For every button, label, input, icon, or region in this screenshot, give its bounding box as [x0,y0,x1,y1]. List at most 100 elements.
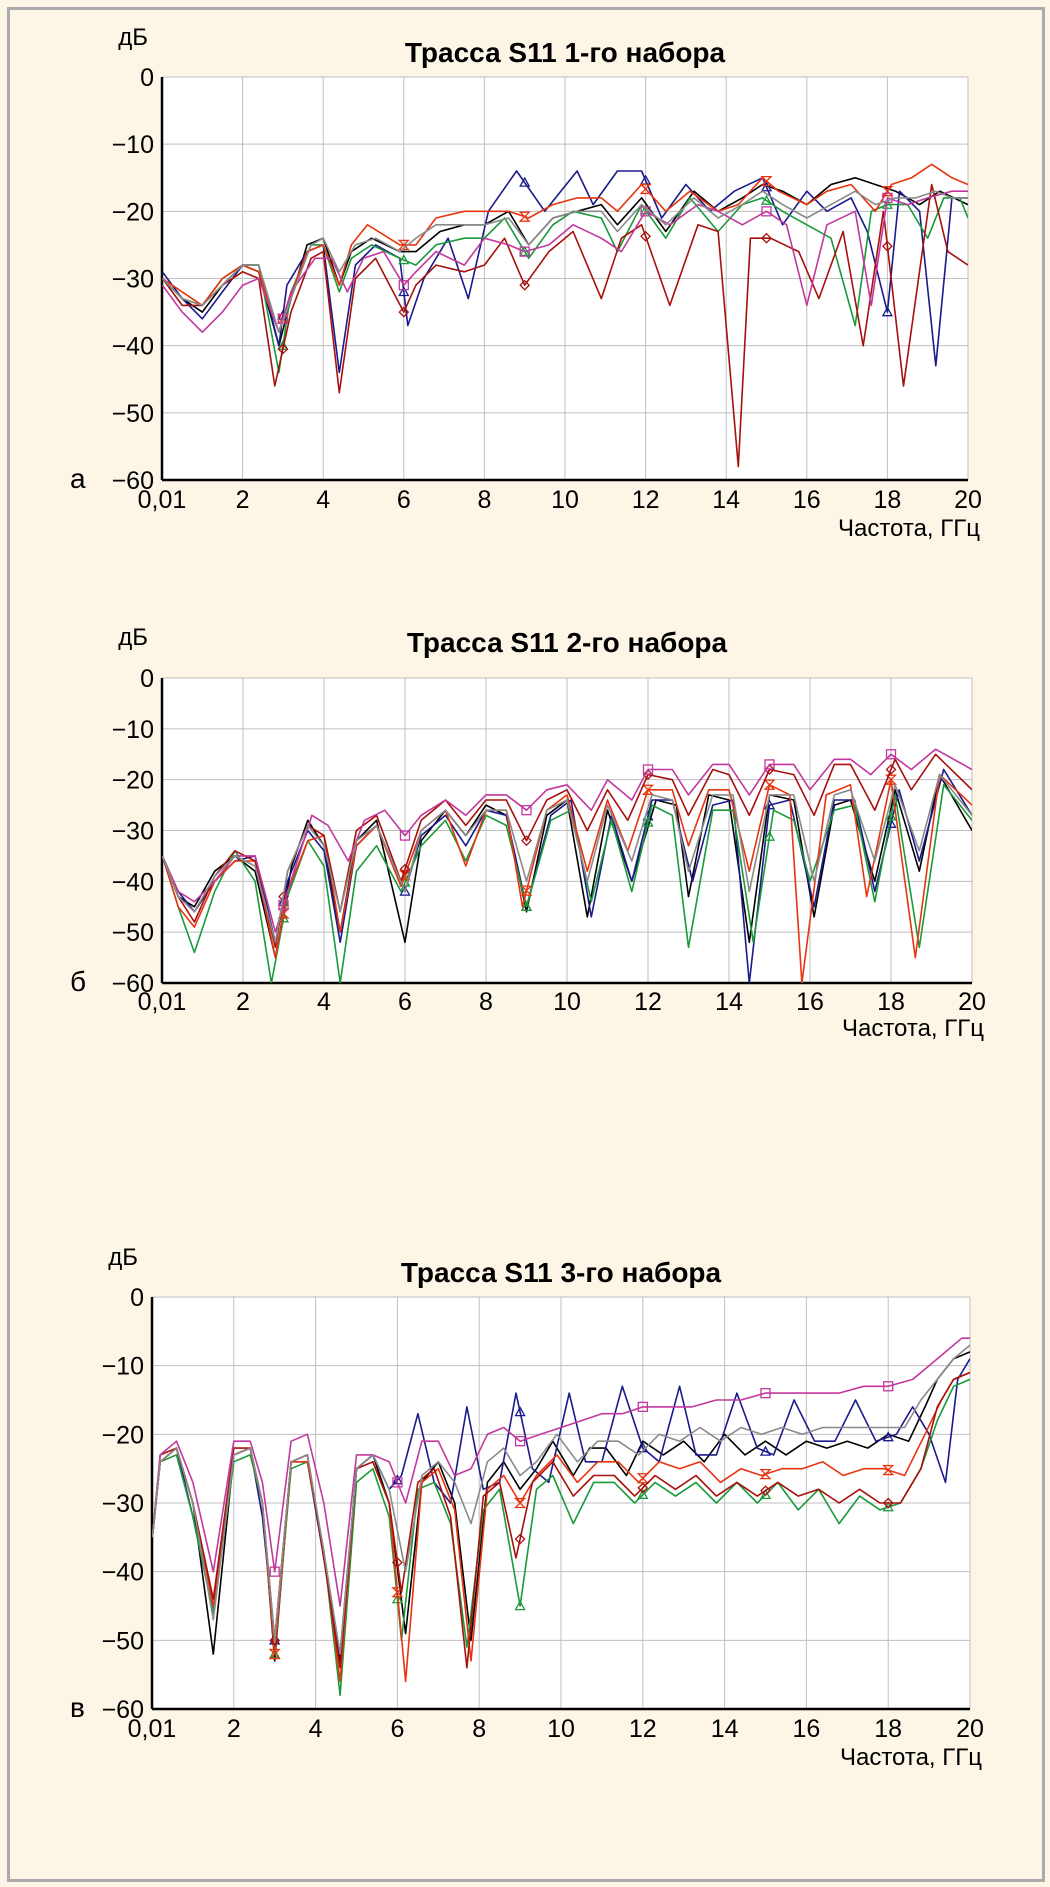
x-tick-label: 6 [398,988,412,1016]
series-marker-2 [398,254,410,265]
y-tick-label: −60 [112,467,154,495]
y-tick-label: −60 [102,1696,144,1724]
series-marker-5 [514,1436,526,1447]
chart-panel-c: 0 −10 −20 −30 −40 −50 −600,01 2 4 6 8 10 12 14 16 18 20 Т… [70,1244,984,1771]
series-marker-3 [641,784,655,795]
x-tick-label: 2 [236,486,250,514]
y-tick-label: −50 [102,1627,144,1655]
series-marker-4 [885,764,897,775]
x-tick-label: 6 [390,1715,404,1743]
series-marker-3 [636,1473,649,1484]
x-tick-label: 14 [712,486,740,514]
y-tick-label: −20 [112,198,154,226]
x-tick-label: 0,01 [138,486,187,514]
series-marker-5 [519,246,530,257]
x-tick-label: 8 [477,486,491,514]
x-tick-label: 18 [874,1715,902,1743]
y-tick-label: −40 [112,868,154,896]
series-marker-2 [514,1600,526,1611]
series-group [162,748,972,983]
panel-label: б [70,966,86,997]
series-marker-5 [760,1387,771,1399]
x-tick-label: 14 [711,1715,739,1743]
y-tick-label: −10 [112,716,154,744]
series-marker-3 [514,1497,527,1509]
series-marker-4 [882,1497,894,1509]
x-tick-label: 0,01 [128,1715,177,1743]
series-marker-4 [521,835,532,847]
series-marker-2 [637,1488,649,1500]
y-tick-label: −60 [112,970,154,998]
x-tick-label: 10 [551,486,579,514]
series-marker-2 [763,830,776,841]
series-marker-1 [881,306,894,317]
chart-title: Трасса S11 2-го набора [407,627,728,658]
series-marker-5 [761,206,772,217]
series-marker-2 [881,198,894,209]
series-marker-4 [398,306,410,318]
chart-title: Трасса S11 3-го набора [401,1257,722,1288]
y-axis-label: дБ [108,1244,138,1271]
series-marker-4 [269,1634,281,1646]
x-tick-label: 2 [236,988,250,1016]
y-tick-label: −30 [112,266,154,294]
y-tick-label: −30 [102,1490,144,1518]
series-marker-3 [759,1469,772,1480]
y-axis-label: дБ [118,24,148,51]
series-marker-4 [642,769,654,781]
figure-frame: 0 −10 −20 −30 −40 −50 −60 0,01 2 4 6 8 10 12 14 16 18 20 Т… [7,7,1045,1882]
x-axis-label: Частота, ГГц [842,1015,984,1042]
series-marker-4 [519,279,531,291]
series-line-5 [162,748,972,934]
y-axis-label: дБ [118,624,148,651]
x-tick-label: 6 [397,486,411,514]
series-marker-5 [764,759,775,770]
series-marker-5 [883,1381,894,1392]
y-tick-label: −50 [112,400,154,428]
series-marker-4 [391,1557,403,1568]
x-tick-label: 20 [958,988,986,1016]
series-marker-3 [763,779,776,790]
series-marker-2 [269,1648,281,1659]
y-tick-label: −40 [102,1559,144,1587]
x-tick-label: 16 [796,988,824,1016]
series-marker-2 [882,1501,894,1512]
series-marker-3 [391,1587,404,1598]
x-tick-label: 4 [309,1715,323,1743]
series-marker-4 [399,863,411,875]
series-marker-5 [882,192,893,204]
series-marker-5 [392,1477,403,1488]
x-tick-label: 8 [479,988,493,1016]
x-axis-label: Частота, ГГц [840,1744,982,1771]
chart-panel-a: 0 −10 −20 −30 −40 −50 −600,01 2 4 6 8 10 12 14 16 18 20 Т… [70,24,982,542]
y-tick-label: −50 [112,919,154,947]
series-marker-5 [269,1566,280,1577]
series-marker-5 [278,899,289,911]
series-marker-2 [760,194,773,205]
panel-label: а [70,463,86,494]
series-marker-1 [514,1406,526,1417]
series-marker-4 [277,343,289,355]
series-marker-2 [885,810,897,821]
x-tick-label: 10 [547,1715,575,1743]
series-marker-3 [268,1648,281,1660]
series-marker-4 [640,230,652,242]
series-marker-3 [520,885,533,896]
x-tick-label: 18 [873,486,901,514]
series-marker-5 [398,280,409,291]
chart-title: Трасса S11 1-го набора [405,37,726,68]
series-marker-3 [884,774,898,785]
series-marker-4 [761,232,772,244]
y-tick-label: −20 [112,767,154,795]
series-marker-1 [519,176,531,187]
x-tick-label: 20 [954,486,982,514]
x-tick-label: 16 [792,1715,820,1743]
x-tick-label: 2 [227,1715,241,1743]
series-group [152,1337,970,1697]
series-marker-1 [399,885,411,896]
series-marker-1 [398,286,410,297]
series-marker-4 [760,1485,771,1497]
y-tick-label: −10 [112,131,154,159]
x-tick-label: 12 [629,1715,657,1743]
series-marker-4 [881,240,893,252]
